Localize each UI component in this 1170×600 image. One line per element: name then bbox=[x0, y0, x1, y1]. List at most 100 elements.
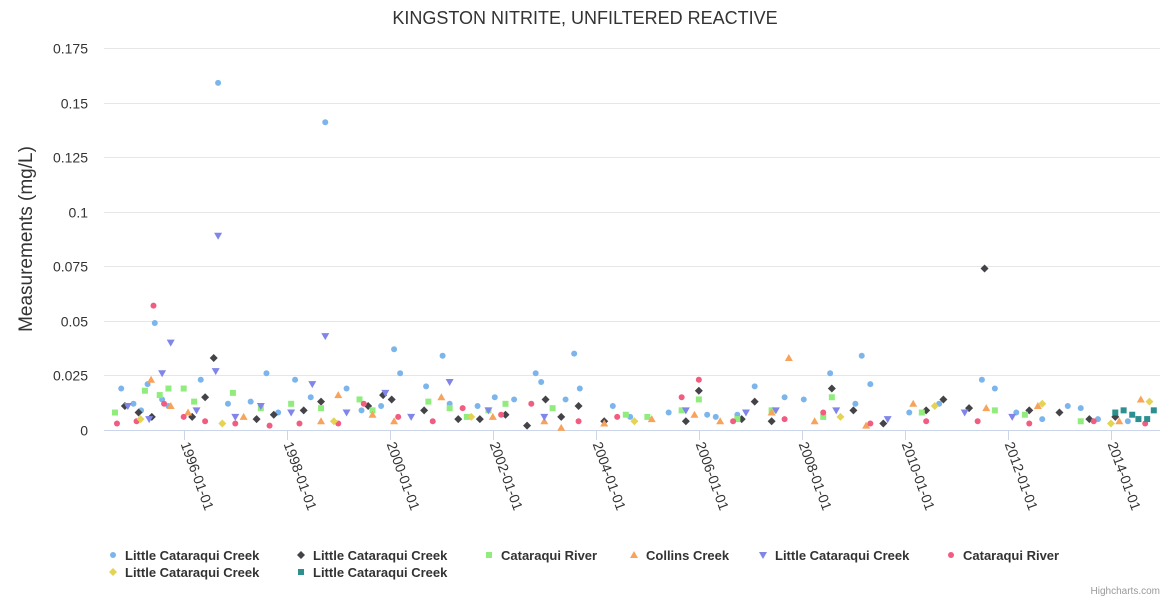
data-point[interactable] bbox=[488, 412, 497, 420]
data-point[interactable] bbox=[980, 264, 989, 273]
data-point[interactable] bbox=[463, 413, 470, 420]
data-point[interactable] bbox=[557, 423, 566, 431]
data-point[interactable] bbox=[716, 417, 725, 425]
data-point[interactable] bbox=[867, 381, 874, 388]
data-point[interactable] bbox=[136, 415, 145, 424]
data-point[interactable] bbox=[810, 417, 819, 425]
data-point[interactable] bbox=[439, 352, 446, 359]
data-point[interactable] bbox=[211, 368, 220, 376]
data-point[interactable] bbox=[600, 419, 609, 427]
data-point[interactable] bbox=[681, 417, 690, 426]
data-point[interactable] bbox=[852, 400, 859, 407]
legend-item[interactable]: Little Cataraqui Creek bbox=[759, 548, 910, 563]
data-point[interactable] bbox=[867, 420, 874, 427]
data-point[interactable] bbox=[800, 396, 807, 403]
data-point[interactable] bbox=[751, 383, 758, 390]
data-point[interactable] bbox=[832, 407, 841, 415]
data-point[interactable] bbox=[750, 397, 759, 406]
data-point[interactable] bbox=[571, 350, 578, 357]
data-point[interactable] bbox=[1021, 411, 1028, 418]
data-point[interactable] bbox=[858, 352, 865, 359]
data-point[interactable] bbox=[134, 408, 143, 417]
data-point[interactable] bbox=[622, 411, 629, 418]
data-point[interactable] bbox=[681, 407, 690, 415]
data-point[interactable] bbox=[209, 353, 218, 362]
data-point[interactable] bbox=[491, 394, 498, 401]
data-point[interactable] bbox=[532, 370, 539, 377]
data-point[interactable] bbox=[644, 413, 651, 420]
data-point[interactable] bbox=[695, 376, 702, 383]
data-point[interactable] bbox=[358, 407, 365, 414]
data-point[interactable] bbox=[1129, 411, 1136, 418]
data-point[interactable] bbox=[247, 398, 254, 405]
data-point[interactable] bbox=[322, 119, 329, 126]
data-point[interactable] bbox=[166, 339, 175, 347]
data-point[interactable] bbox=[252, 415, 261, 424]
legend-item[interactable]: Little Cataraqui Creek bbox=[297, 548, 448, 563]
data-point[interactable] bbox=[1033, 401, 1042, 409]
data-point[interactable] bbox=[678, 394, 685, 401]
data-point[interactable] bbox=[391, 346, 398, 353]
data-point[interactable] bbox=[484, 407, 493, 415]
data-point[interactable] bbox=[1144, 416, 1151, 423]
data-point[interactable] bbox=[390, 417, 399, 425]
data-point[interactable] bbox=[1112, 409, 1119, 416]
data-point[interactable] bbox=[263, 370, 270, 377]
data-point[interactable] bbox=[151, 320, 158, 327]
data-point[interactable] bbox=[1039, 416, 1046, 423]
data-point[interactable] bbox=[180, 413, 187, 420]
data-point[interactable] bbox=[1136, 395, 1145, 403]
data-point[interactable] bbox=[130, 400, 137, 407]
data-point[interactable] bbox=[218, 419, 227, 428]
data-point[interactable] bbox=[647, 415, 656, 423]
legend-item[interactable]: Cataraqui River bbox=[486, 548, 597, 563]
data-point[interactable] bbox=[541, 395, 550, 404]
data-point[interactable] bbox=[974, 418, 981, 425]
legend-marker[interactable] bbox=[109, 568, 117, 576]
legend-item[interactable]: Collins Creek bbox=[630, 548, 730, 563]
data-point[interactable] bbox=[734, 416, 741, 423]
data-point[interactable] bbox=[665, 409, 672, 416]
data-point[interactable] bbox=[630, 417, 639, 426]
data-point[interactable] bbox=[909, 399, 918, 407]
data-point[interactable] bbox=[215, 79, 222, 86]
data-point[interactable] bbox=[307, 394, 314, 401]
data-point[interactable] bbox=[197, 376, 204, 383]
data-point[interactable] bbox=[454, 415, 463, 424]
data-point[interactable] bbox=[317, 397, 326, 406]
data-point[interactable] bbox=[923, 418, 930, 425]
data-point[interactable] bbox=[849, 406, 858, 415]
data-point[interactable] bbox=[1077, 405, 1084, 412]
data-point[interactable] bbox=[982, 404, 991, 412]
data-point[interactable] bbox=[342, 409, 351, 417]
data-point[interactable] bbox=[1038, 399, 1047, 408]
data-point[interactable] bbox=[378, 402, 385, 409]
legend-marker[interactable] bbox=[298, 569, 304, 575]
data-point[interactable] bbox=[991, 407, 998, 414]
data-point[interactable] bbox=[292, 376, 299, 383]
data-point[interactable] bbox=[299, 406, 308, 415]
data-point[interactable] bbox=[678, 407, 685, 414]
data-point[interactable] bbox=[381, 389, 390, 397]
data-point[interactable] bbox=[883, 416, 892, 424]
data-point[interactable] bbox=[730, 418, 737, 425]
legend-item[interactable]: Little Cataraqui Creek bbox=[109, 565, 260, 580]
data-point[interactable] bbox=[1106, 419, 1115, 428]
data-point[interactable] bbox=[429, 418, 436, 425]
data-point[interactable] bbox=[147, 375, 156, 383]
data-point[interactable] bbox=[145, 416, 154, 424]
data-point[interactable] bbox=[528, 400, 535, 407]
data-point[interactable] bbox=[784, 353, 793, 361]
data-point[interactable] bbox=[781, 394, 788, 401]
data-point[interactable] bbox=[184, 408, 193, 416]
data-point[interactable] bbox=[827, 384, 836, 393]
data-point[interactable] bbox=[1064, 402, 1071, 409]
data-point[interactable] bbox=[156, 392, 163, 399]
data-point[interactable] bbox=[317, 417, 326, 425]
data-point[interactable] bbox=[395, 413, 402, 420]
data-point[interactable] bbox=[161, 400, 168, 407]
data-point[interactable] bbox=[369, 407, 376, 414]
data-point[interactable] bbox=[112, 409, 118, 416]
data-point[interactable] bbox=[118, 385, 125, 392]
data-point[interactable] bbox=[918, 409, 925, 416]
